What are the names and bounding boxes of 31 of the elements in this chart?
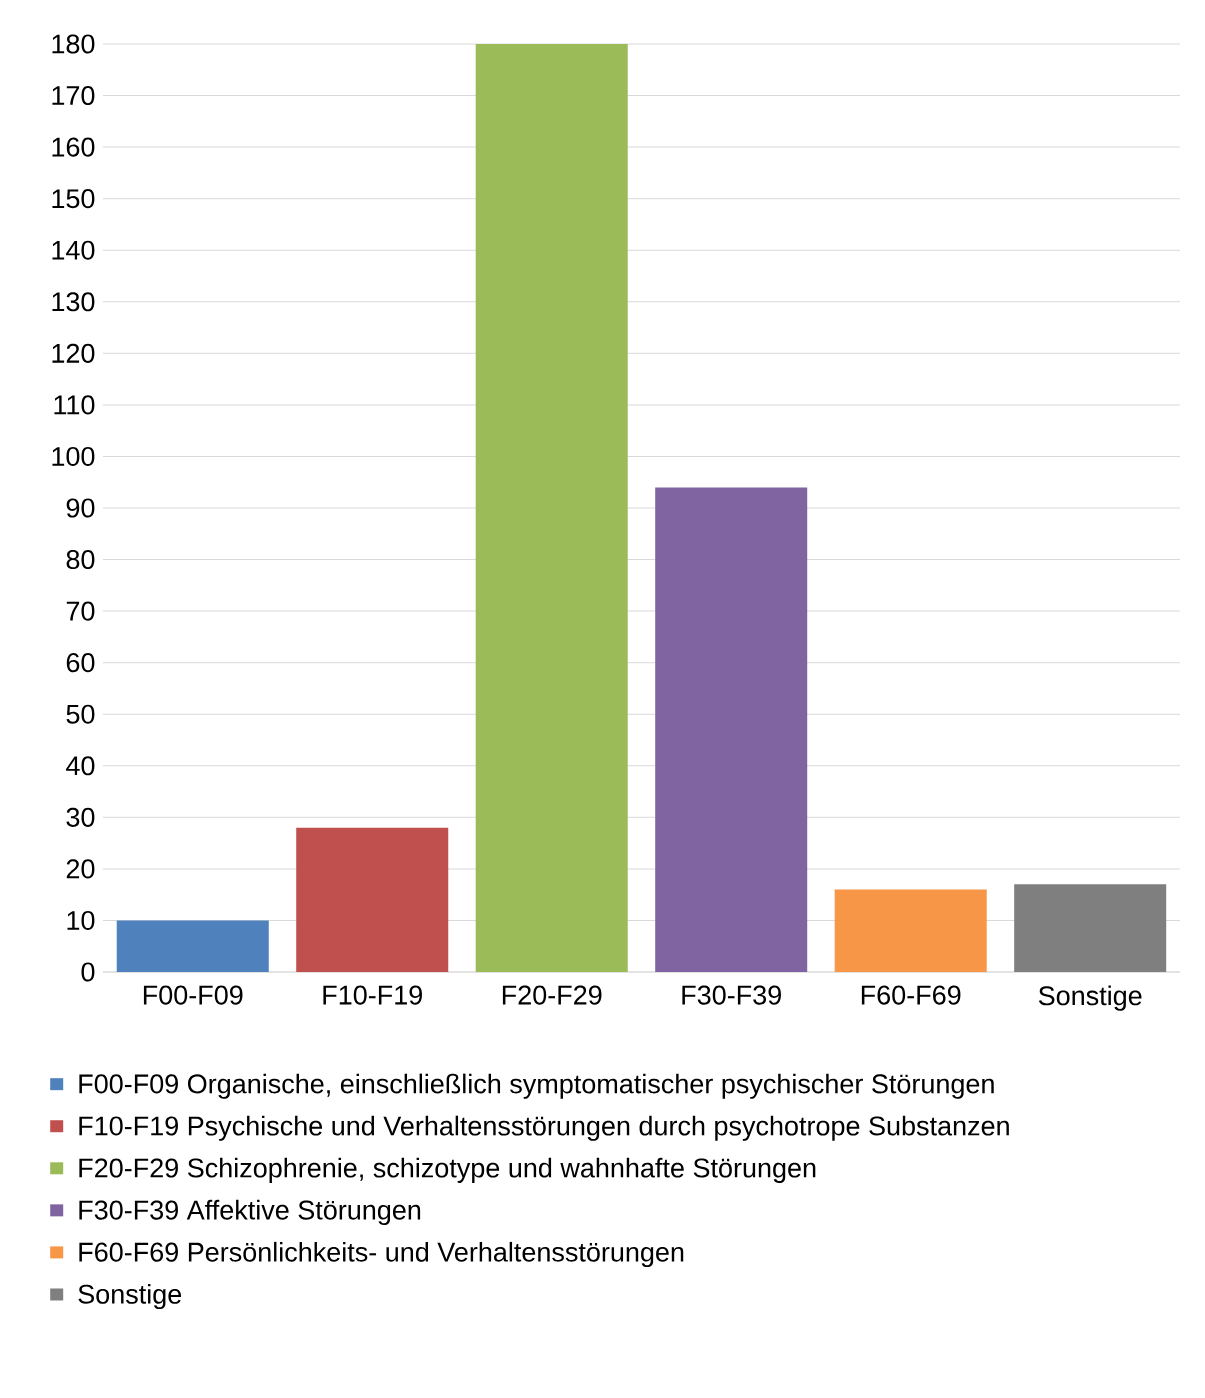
y-tick-label: 10 [67, 910, 95, 930]
x-tick-label: F00-F09 [143, 985, 243, 1005]
y-tick-label: 20 [66, 859, 95, 879]
y-tick-label: 110 [54, 395, 95, 415]
legend-label: F10-F19 Psychische und Verhaltensstörungen durch psychotrope Substanzen [79, 1115, 1009, 1141]
y-tick-label: 70 [66, 601, 95, 621]
y-tick-label: 160 [52, 137, 95, 157]
y-tick-label: 90 [66, 498, 95, 518]
y-tick-label: 120 [52, 343, 95, 363]
y-tick-label: 100 [52, 446, 95, 466]
x-tick-label: F10-F19 [323, 985, 422, 1005]
y-tick-label: 130 [52, 292, 95, 312]
y-tick-label: 50 [66, 704, 95, 724]
y-tick-label: 180 [52, 34, 95, 54]
y-tick-label: 30 [66, 807, 95, 827]
y-tick-label: 170 [52, 86, 95, 106]
legend-label: Sonstige [78, 1283, 182, 1310]
legend-label: F60-F69 Persönlichkeits- und Verhaltensstörungen [79, 1241, 684, 1268]
y-tick-label: 60 [66, 653, 95, 673]
x-tick-label: F20-F29 [502, 985, 602, 1005]
y-tick-label: 0 [81, 962, 95, 982]
y-tick-label: 40 [66, 756, 95, 776]
legend-label: F00-F09 Organische, einschließlich symptomatischer psychischer Störungen [79, 1073, 994, 1099]
y-tick-label: 80 [66, 550, 95, 570]
y-tick-label: 150 [52, 189, 95, 209]
y-tick-label: 140 [52, 240, 95, 260]
x-tick-label: F60-F69 [861, 985, 961, 1005]
x-tick-label: Sonstige [1038, 985, 1142, 1011]
legend-label: F30-F39 Affektive Störungen [79, 1199, 421, 1225]
x-tick-label: F30-F39 [682, 985, 781, 1005]
legend-label: F20-F29 Schizophrenie, schizotype und wahnhafte Störungen [79, 1157, 816, 1183]
